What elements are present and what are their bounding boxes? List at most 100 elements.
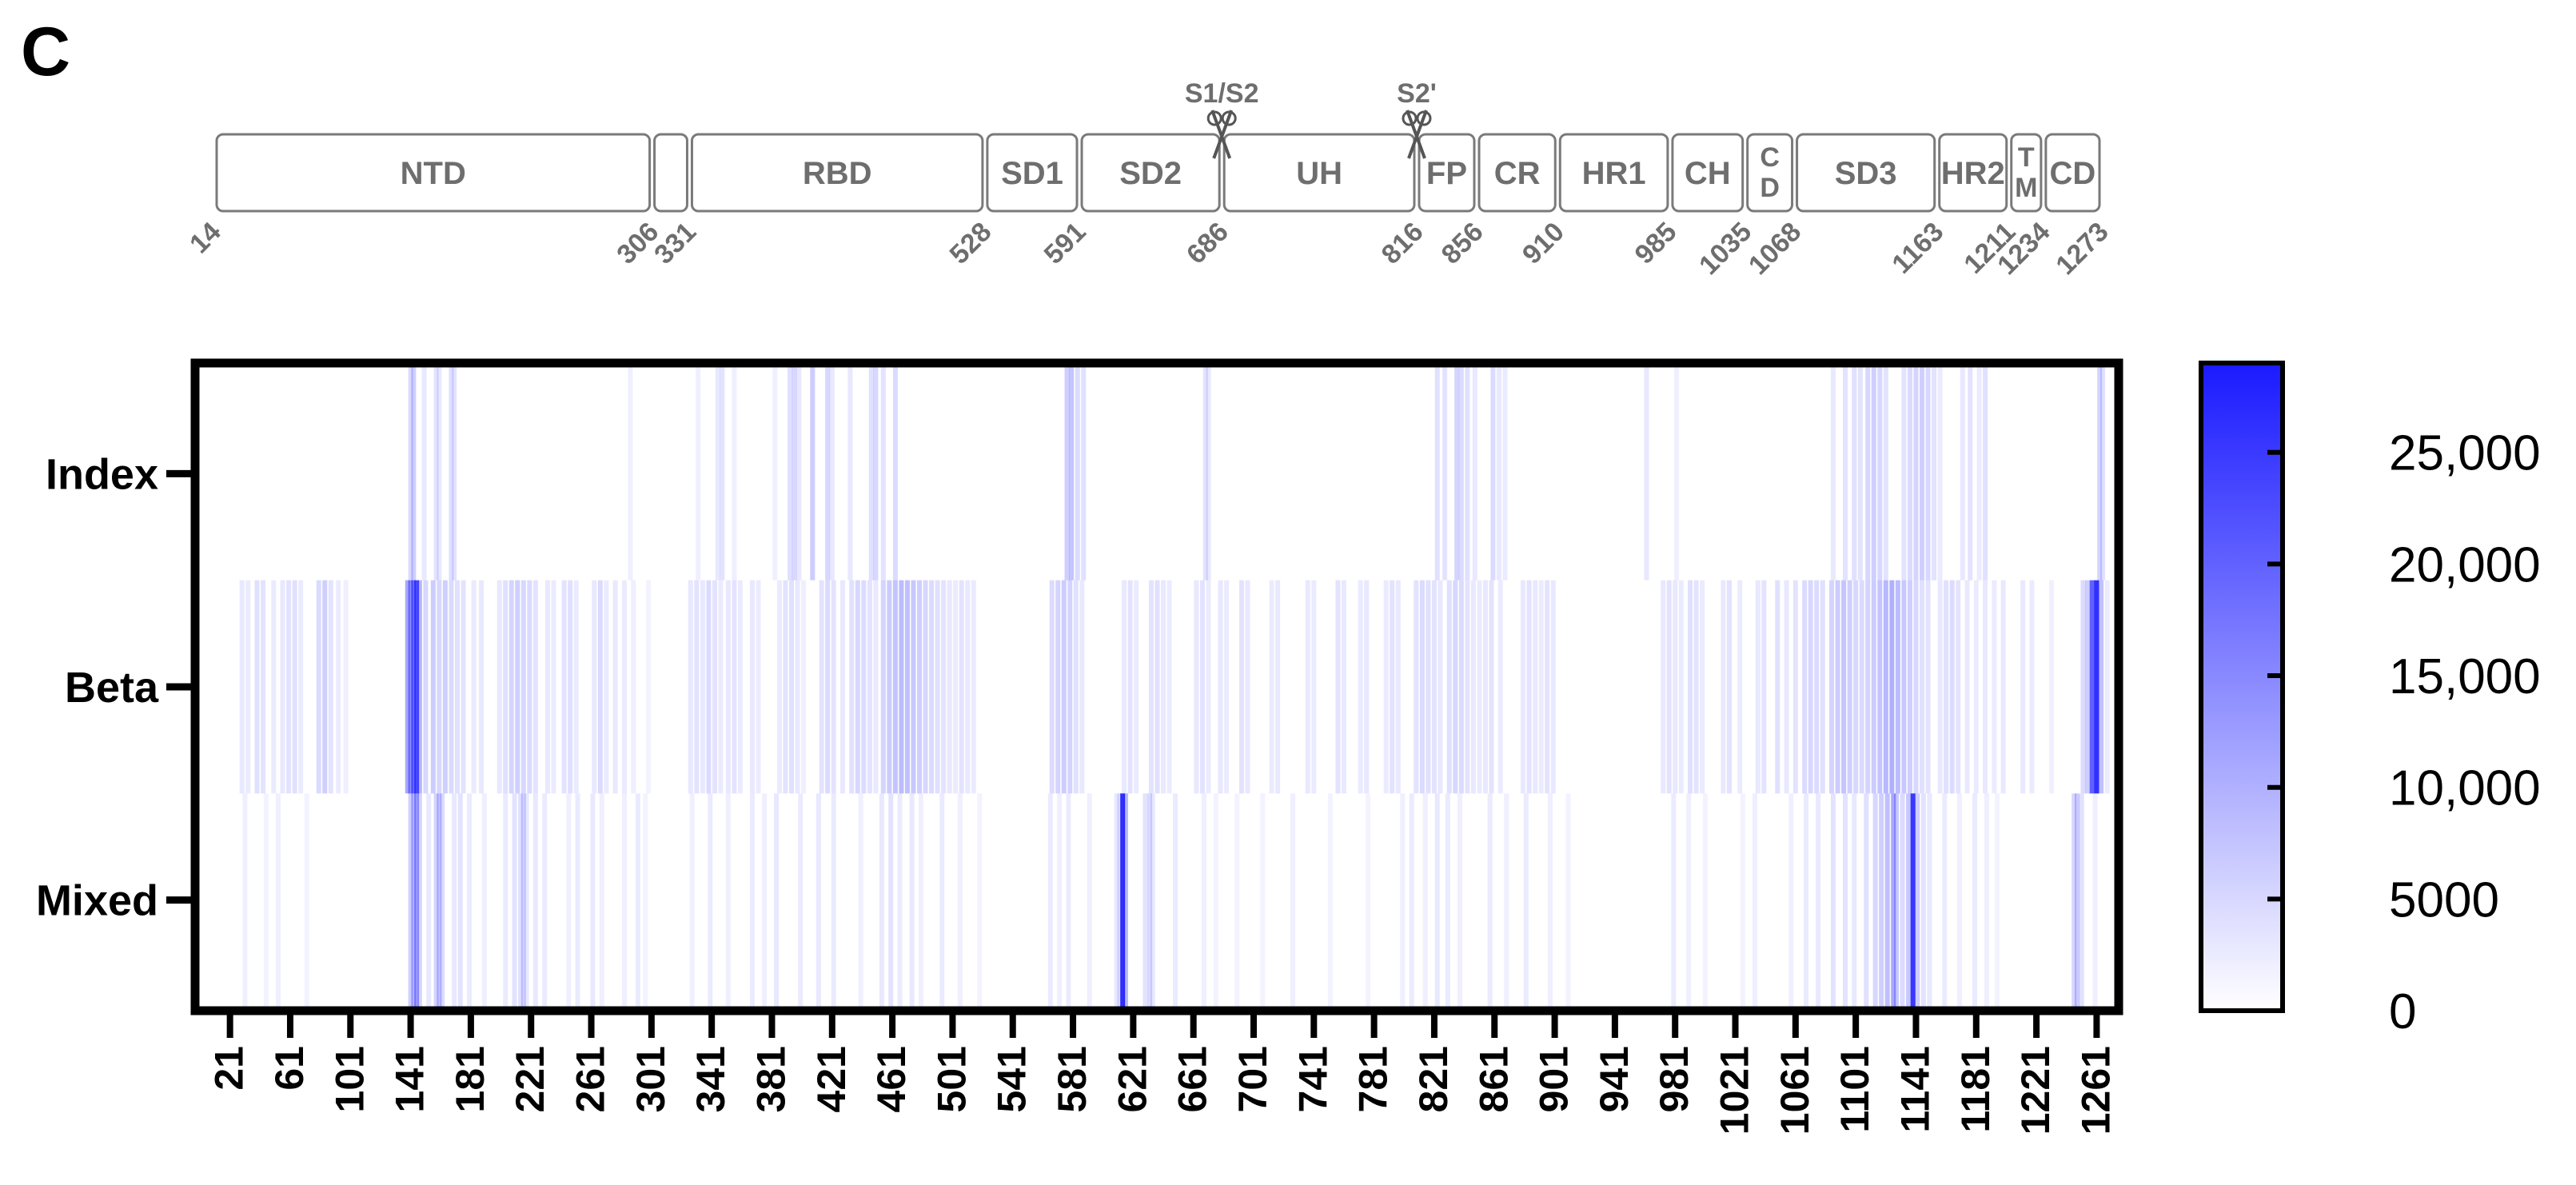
- heatmap-cell-index-332: [696, 367, 701, 581]
- heatmap-cell-mixed-1246: [2072, 793, 2077, 1007]
- heatmap-cell-mixed-1132: [1900, 793, 1905, 1007]
- heatmap-cell-beta-1212: [2020, 580, 2026, 794]
- heatmap-cell-beta-64: [292, 580, 297, 794]
- heatmap-cell-beta-1079: [1820, 580, 1825, 794]
- heatmap-cell-beta-1109: [1865, 580, 1871, 794]
- x-tick-label-701: 701: [1230, 1046, 1275, 1112]
- heatmap-cell-mixed-262: [590, 793, 596, 1007]
- heatmap-cell-mixed-72: [304, 793, 309, 1007]
- heatmap-cell-index-1121: [1883, 367, 1888, 581]
- colorbar-tick-label-5000: 5000: [2389, 872, 2499, 928]
- heatmap-cell-beta-683: [1224, 580, 1230, 794]
- heatmap-cell-mixed-815: [1422, 793, 1428, 1007]
- heatmap-cell-mixed-454: [879, 793, 884, 1007]
- heatmap-cell-beta-172: [454, 580, 460, 794]
- heatmap-cell-beta-1129: [1895, 580, 1900, 794]
- heatmap-cell-mixed-898: [1547, 793, 1553, 1007]
- heatmap-cell-beta-446: [867, 580, 872, 794]
- x-tick-label-1261: 1261: [2073, 1046, 2118, 1135]
- heatmap-cell-beta-88: [328, 580, 333, 794]
- heatmap-cell-beta-671: [1206, 580, 1211, 794]
- domain-box-linker-1: [653, 133, 688, 213]
- domain-box-cr: [1477, 133, 1557, 213]
- heatmap-cell-mixed-592: [1087, 793, 1092, 1007]
- heatmap-cell-index-860: [1490, 367, 1496, 581]
- heatmap-cell-beta-1255: [2085, 580, 2091, 794]
- heatmap-cell-index-671: [1206, 367, 1211, 581]
- heatmap-cell-beta-347: [718, 580, 724, 794]
- heatmap-cell-beta-434: [849, 580, 855, 794]
- domain-boundary-1035: 1035: [1693, 217, 1757, 281]
- heatmap-cell-index-1265: [2099, 367, 2105, 581]
- heatmap-cell-mixed-800: [1400, 793, 1406, 1007]
- domain-boundary-686: 686: [1181, 217, 1234, 270]
- heatmap-cell-mixed-519: [977, 793, 983, 1007]
- heatmap-cell-beta-851: [1477, 580, 1482, 794]
- scissors-icon: [1206, 110, 1237, 159]
- heatmap-cell-index-823: [1434, 367, 1440, 581]
- heatmap-cell-beta-1165: [1949, 580, 1955, 794]
- heatmap-cell-index-1187: [1983, 367, 1988, 581]
- heatmap-cell-beta-1149: [1925, 580, 1931, 794]
- heatmap-cell-index-864: [1496, 367, 1501, 581]
- heatmap-cell-index-141: [408, 367, 413, 581]
- heatmap-cell-beta-1075: [1814, 580, 1820, 794]
- heatmap-cell-index-828: [1442, 367, 1448, 581]
- heatmap-cell-mixed-170: [452, 793, 457, 1007]
- heatmap-cell-mixed-1139: [1910, 793, 1916, 1007]
- domain-boundary-331: 331: [648, 217, 702, 270]
- domain-label-sd2: SD2: [1119, 156, 1182, 191]
- domain-boundary-1068: 1068: [1743, 217, 1807, 281]
- heatmap-cell-mixed-578: [1066, 793, 1071, 1007]
- heatmap-cell-beta-168: [449, 580, 454, 794]
- colorbar-ticks: 0 5000 10,000 15,000 20,000 25,000: [2267, 426, 2541, 1039]
- heatmap-cell-beta-475: [911, 580, 916, 794]
- heatmap-cell-beta-141: [408, 580, 413, 794]
- heatmap-cell-beta-251: [573, 580, 579, 794]
- heatmap-cell-mixed-1086: [1830, 793, 1836, 1007]
- domain-box-c-d: [1746, 133, 1794, 213]
- heatmap-cell-beta-697: [1245, 580, 1250, 794]
- heatmap-cell-beta-1175: [1964, 580, 1970, 794]
- heatmap-cell-beta-491: [935, 580, 940, 794]
- heatmap-cell-beta-1097: [1847, 580, 1852, 794]
- heatmap-cell-beta-503: [953, 580, 959, 794]
- heatmap-cell-mixed-190: [481, 793, 487, 1007]
- heatmap-cell-beta-1040: [1761, 580, 1767, 794]
- heatmap-cell-beta-1036: [1755, 580, 1761, 794]
- heatmap-cell-beta-471: [904, 580, 910, 794]
- heatmap-cell-beta-188: [479, 580, 484, 794]
- row-label-mixed: Mixed: [36, 877, 158, 925]
- heatmap-cell-mixed-283: [621, 793, 627, 1007]
- heatmap-cell-mixed-506: [957, 793, 963, 1007]
- heatmap-cell-beta-343: [712, 580, 717, 794]
- heatmap-cell-beta-1258: [2089, 580, 2095, 794]
- heatmap-cell-mixed-858: [1487, 793, 1493, 1007]
- heatmap-cell-beta-1161: [1944, 580, 1949, 794]
- heatmap-cell-beta-679: [1218, 580, 1223, 794]
- heatmap-cell-mixed-632: [1147, 793, 1153, 1007]
- heatmap-cell-index-1149: [1925, 367, 1931, 581]
- heatmap-cell-index-1145: [1919, 367, 1925, 581]
- heatmap-cell-beta-335: [700, 580, 705, 794]
- heatmap-cell-beta-1105: [1859, 580, 1864, 794]
- heatmap-cell-beta-327: [688, 580, 693, 794]
- heatmap-cell-beta-1055: [1784, 580, 1789, 794]
- heatmap-cell-beta-1169: [1956, 580, 1961, 794]
- domain-box-sd1: [986, 133, 1079, 213]
- heatmap-cell-mixed-676: [1213, 793, 1218, 1007]
- x-tick-label-741: 741: [1290, 1046, 1335, 1112]
- heatmap-cell-mixed-823: [1434, 793, 1440, 1007]
- heatmap-cell-beta-977: [1666, 580, 1672, 794]
- heatmap-cell-beta-220: [527, 580, 532, 794]
- domain-box-uh: [1222, 133, 1416, 213]
- heatmap-cell-mixed-1118: [1879, 793, 1884, 1007]
- heatmap-cell-index-408: [810, 367, 815, 581]
- heatmap-cell-mixed-1136: [1906, 793, 1912, 1007]
- heatmap-cell-mixed-412: [815, 793, 821, 1007]
- heatmap-cell-beta-438: [855, 580, 860, 794]
- heatmap-cell-beta-1093: [1841, 580, 1847, 794]
- heatmap-cell-index-158: [433, 367, 439, 581]
- row-label-beta: Beta: [65, 664, 159, 712]
- x-tick-label-181: 181: [448, 1046, 492, 1112]
